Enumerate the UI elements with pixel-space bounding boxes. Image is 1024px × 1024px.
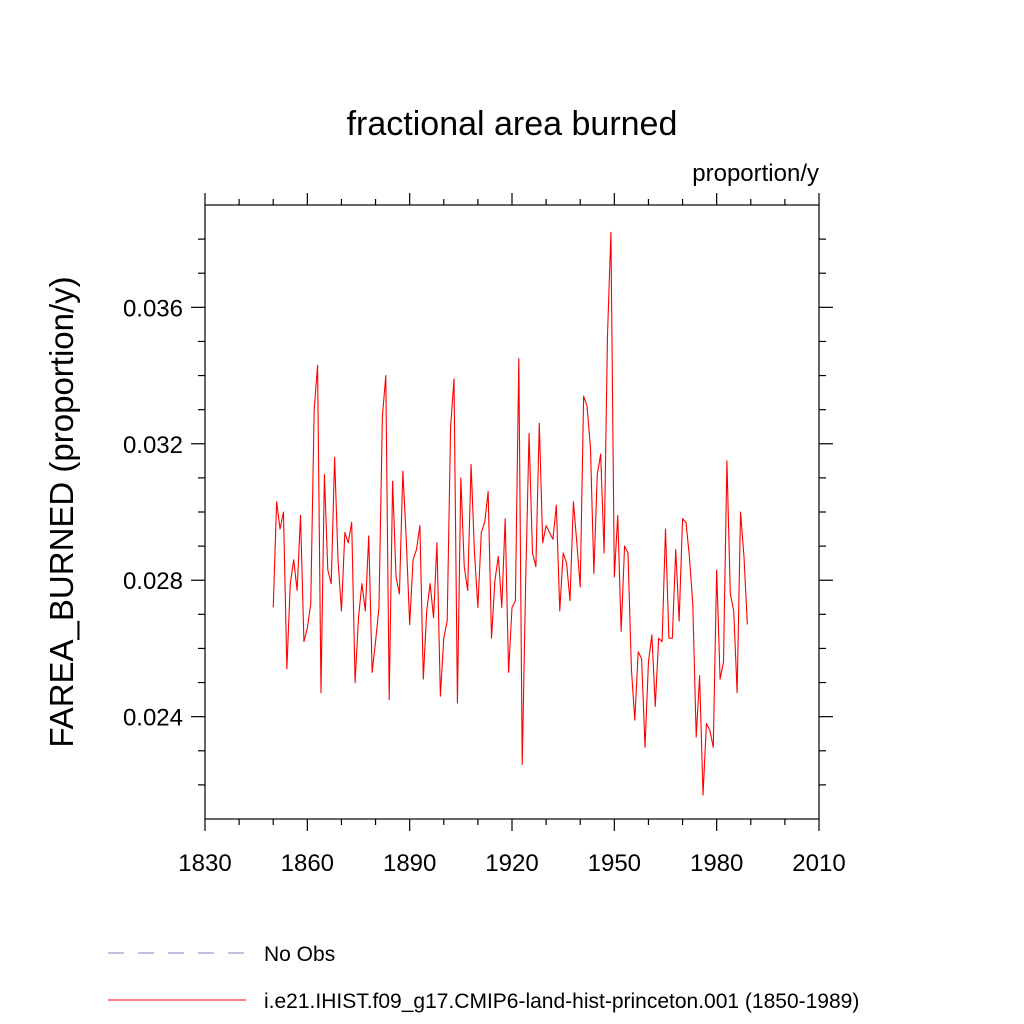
plot-frame [204, 204, 820, 820]
axis-ticks [191, 193, 833, 831]
x-tick-label: 1830 [178, 850, 231, 877]
axis-tick-labels: 1830 1860 1890 1920 1950 1980 2010 0.024 0.028 0.… [123, 295, 846, 877]
x-tick-label: 1860 [281, 850, 334, 877]
y-axis-label: FAREA_BURNED (proportion/y) [43, 276, 80, 747]
chart-title: fractional area burned [347, 105, 678, 143]
legend-label: No Obs [264, 943, 335, 966]
x-tick-label: 1980 [690, 850, 743, 877]
x-tick-label: 1950 [588, 850, 641, 877]
y-tick-label: 0.028 [123, 568, 183, 595]
legend-label: i.e21.IHIST.f09_g17.CMIP6-land-hist-prin… [264, 990, 859, 1013]
x-tick-label: 2010 [792, 850, 845, 877]
units-label: proportion/y [692, 160, 819, 187]
legend: No Obs i.e21.IHIST.f09_g17.CMIP6-land-his… [108, 943, 859, 1013]
y-tick-label: 0.032 [123, 432, 183, 459]
y-tick-label: 0.036 [123, 295, 183, 322]
y-tick-label: 0.024 [123, 705, 183, 732]
series-line [272, 231, 748, 796]
series-layer [272, 231, 748, 796]
x-tick-label: 1920 [485, 850, 538, 877]
x-tick-label: 1890 [383, 850, 436, 877]
